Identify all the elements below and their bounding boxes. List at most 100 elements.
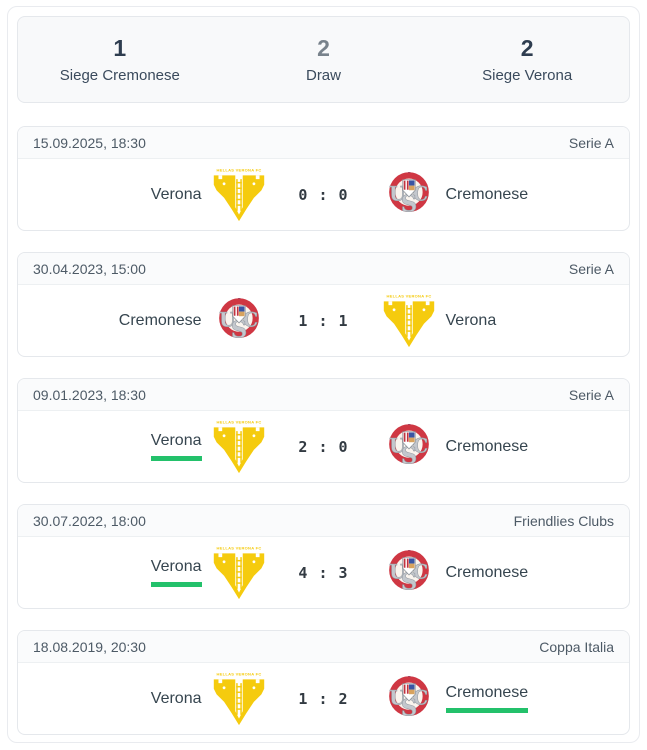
match-date: 30.04.2023, 15:00 bbox=[33, 260, 146, 277]
h2h-widget: 1 Siege Cremonese 2 Draw 2 Siege Verona … bbox=[7, 6, 640, 743]
away-team-name[interactable]: Cremonese bbox=[445, 684, 529, 713]
verona-crest-icon: HELLAS VERONA FC bbox=[213, 167, 264, 221]
match-date: 18.08.2019, 20:30 bbox=[33, 638, 146, 655]
match-body: Cremonese U C S 1 : 1 HELLAS VERONA FC bbox=[18, 285, 629, 356]
away-team-crest: U C S bbox=[380, 165, 438, 225]
away-team: U C S Cremonese bbox=[380, 543, 622, 603]
svg-text:C: C bbox=[412, 686, 427, 709]
svg-text:C: C bbox=[242, 308, 257, 331]
match-score: 4 : 3 bbox=[298, 563, 349, 582]
match-date: 15.09.2025, 18:30 bbox=[33, 134, 146, 151]
cremonese-crest-icon: U C S bbox=[218, 297, 259, 343]
summary-item-cremonese-wins: 1 Siege Cremonese bbox=[18, 35, 222, 83]
cremonese-crest-icon: U C S bbox=[388, 675, 429, 721]
svg-text:C: C bbox=[412, 560, 427, 583]
match-competition: Friendlies Clubs bbox=[513, 512, 614, 529]
summary-label: Draw bbox=[305, 66, 341, 84]
away-team-name[interactable]: Cremonese bbox=[445, 185, 529, 203]
svg-text:HELLAS VERONA FC: HELLAS VERONA FC bbox=[386, 293, 431, 298]
svg-text:HELLAS VERONA FC: HELLAS VERONA FC bbox=[216, 545, 261, 550]
home-team-name[interactable]: Verona bbox=[150, 689, 202, 707]
match-header: 15.09.2025, 18:30 Serie A bbox=[18, 127, 629, 159]
verona-crest-icon: HELLAS VERONA FC bbox=[213, 545, 264, 599]
match-date: 30.07.2022, 18:00 bbox=[33, 512, 146, 529]
match-header: 30.04.2023, 15:00 Serie A bbox=[18, 253, 629, 285]
summary-label: Siege Cremonese bbox=[59, 66, 180, 84]
home-team-name[interactable]: Verona bbox=[150, 185, 202, 203]
home-team-name[interactable]: Verona bbox=[150, 558, 202, 587]
svg-text:HELLAS VERONA FC: HELLAS VERONA FC bbox=[216, 419, 261, 424]
match-score: 0 : 0 bbox=[298, 185, 349, 204]
svg-text:S: S bbox=[400, 190, 417, 217]
away-team-crest: U C S bbox=[380, 417, 438, 477]
match-date: 09.01.2023, 18:30 bbox=[33, 386, 146, 403]
match-competition: Coppa Italia bbox=[539, 638, 614, 655]
match-competition: Serie A bbox=[568, 260, 614, 277]
match-body: Verona HELLAS VERONA FC 0 : 0 U C S bbox=[18, 159, 629, 230]
svg-text:U: U bbox=[389, 434, 406, 457]
verona-crest-icon: HELLAS VERONA FC bbox=[213, 419, 264, 473]
match-body: Verona HELLAS VERONA FC 4 : 3 U C S bbox=[18, 537, 629, 608]
away-team-crest: U C S bbox=[380, 669, 438, 729]
away-team: U C S Cremonese bbox=[380, 417, 622, 477]
home-team-crest: HELLAS VERONA FC bbox=[210, 669, 268, 729]
match-header: 09.01.2023, 18:30 Serie A bbox=[18, 379, 629, 411]
home-team: Verona HELLAS VERONA FC bbox=[26, 669, 268, 729]
match-card[interactable]: 18.08.2019, 20:30 Coppa Italia Verona HE… bbox=[17, 630, 630, 735]
svg-text:S: S bbox=[400, 568, 417, 595]
match-body: Verona HELLAS VERONA FC 2 : 0 U C S bbox=[18, 411, 629, 482]
home-team-crest: HELLAS VERONA FC bbox=[210, 417, 268, 477]
svg-text:HELLAS VERONA FC: HELLAS VERONA FC bbox=[216, 167, 261, 172]
svg-text:S: S bbox=[400, 694, 417, 721]
cremonese-crest-icon: U C S bbox=[388, 171, 429, 217]
match-competition: Serie A bbox=[568, 134, 614, 151]
match-score: 1 : 2 bbox=[298, 689, 349, 708]
away-team-name[interactable]: Cremonese bbox=[445, 563, 529, 581]
home-team-crest: U C S bbox=[210, 291, 268, 351]
summary-value: 1 bbox=[113, 35, 127, 62]
svg-text:U: U bbox=[389, 686, 406, 709]
summary-value: 2 bbox=[317, 35, 330, 62]
summary-value: 2 bbox=[520, 35, 534, 62]
summary-item-verona-wins: 2 Siege Verona bbox=[425, 35, 629, 83]
svg-text:U: U bbox=[219, 308, 236, 331]
cremonese-crest-icon: U C S bbox=[388, 423, 429, 469]
svg-text:HELLAS VERONA FC: HELLAS VERONA FC bbox=[216, 671, 261, 676]
verona-crest-icon: HELLAS VERONA FC bbox=[383, 293, 434, 347]
svg-text:S: S bbox=[400, 442, 417, 469]
home-team: Verona HELLAS VERONA FC bbox=[26, 417, 268, 477]
away-team: U C S Cremonese bbox=[380, 669, 622, 729]
home-team-crest: HELLAS VERONA FC bbox=[210, 165, 268, 225]
match-competition: Serie A bbox=[568, 386, 614, 403]
summary-item-draws: 2 Draw bbox=[222, 35, 426, 83]
summary-label: Siege Verona bbox=[482, 66, 573, 84]
away-team-crest: U C S bbox=[380, 543, 438, 603]
match-score: 1 : 1 bbox=[298, 311, 349, 330]
home-team-name[interactable]: Verona bbox=[150, 432, 202, 461]
away-team-name[interactable]: Cremonese bbox=[445, 437, 529, 455]
match-header: 18.08.2019, 20:30 Coppa Italia bbox=[18, 631, 629, 663]
svg-text:C: C bbox=[412, 182, 427, 205]
svg-text:C: C bbox=[412, 434, 427, 457]
svg-text:S: S bbox=[230, 316, 247, 343]
match-card[interactable]: 30.04.2023, 15:00 Serie A Cremonese U C … bbox=[17, 252, 630, 357]
home-team: Verona HELLAS VERONA FC bbox=[26, 165, 268, 225]
match-body: Verona HELLAS VERONA FC 1 : 2 U C S bbox=[18, 663, 629, 734]
match-header: 30.07.2022, 18:00 Friendlies Clubs bbox=[18, 505, 629, 537]
cremonese-crest-icon: U C S bbox=[388, 549, 429, 595]
h2h-summary-card: 1 Siege Cremonese 2 Draw 2 Siege Verona bbox=[17, 16, 630, 103]
home-team-name[interactable]: Cremonese bbox=[118, 311, 202, 329]
svg-text:U: U bbox=[389, 560, 406, 583]
match-card[interactable]: 15.09.2025, 18:30 Serie A Verona HELLAS … bbox=[17, 126, 630, 231]
away-team: HELLAS VERONA FC Verona bbox=[380, 291, 622, 351]
away-team: U C S Cremonese bbox=[380, 165, 622, 225]
match-score: 2 : 0 bbox=[298, 437, 349, 456]
away-team-name[interactable]: Verona bbox=[445, 311, 497, 329]
match-card[interactable]: 30.07.2022, 18:00 Friendlies Clubs Veron… bbox=[17, 504, 630, 609]
verona-crest-icon: HELLAS VERONA FC bbox=[213, 671, 264, 725]
match-card[interactable]: 09.01.2023, 18:30 Serie A Verona HELLAS … bbox=[17, 378, 630, 483]
home-team-crest: HELLAS VERONA FC bbox=[210, 543, 268, 603]
home-team: Verona HELLAS VERONA FC bbox=[26, 543, 268, 603]
away-team-crest: HELLAS VERONA FC bbox=[380, 291, 438, 351]
home-team: Cremonese U C S bbox=[26, 291, 268, 351]
